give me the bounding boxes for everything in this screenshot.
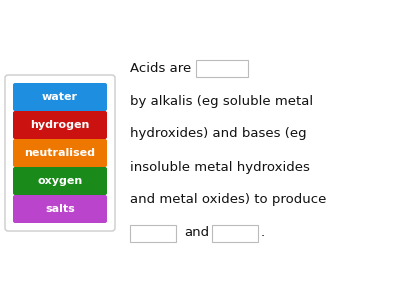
Text: and metal oxides) to produce: and metal oxides) to produce [130, 194, 326, 206]
Bar [130, 224, 176, 242]
Text: by alkalis (eg soluble metal: by alkalis (eg soluble metal [130, 94, 313, 107]
Text: oxygen: oxygen [37, 176, 83, 186]
Text: insoluble metal hydroxides: insoluble metal hydroxides [130, 160, 310, 173]
Text: water: water [42, 92, 78, 102]
Text: hydroxides) and bases (eg: hydroxides) and bases (eg [130, 128, 307, 140]
Text: and: and [184, 226, 209, 239]
Bar [212, 224, 258, 242]
FancyBboxPatch shape [13, 111, 107, 139]
FancyBboxPatch shape [13, 139, 107, 167]
Text: .: . [261, 226, 265, 239]
FancyBboxPatch shape [13, 195, 107, 223]
Text: neutralised: neutralised [24, 148, 96, 158]
Text: hydrogen: hydrogen [30, 120, 90, 130]
FancyBboxPatch shape [5, 75, 115, 231]
Text: salts: salts [45, 204, 75, 214]
Bar [196, 59, 248, 76]
FancyBboxPatch shape [13, 83, 107, 111]
Text: Acids are: Acids are [130, 61, 191, 74]
FancyBboxPatch shape [13, 167, 107, 195]
